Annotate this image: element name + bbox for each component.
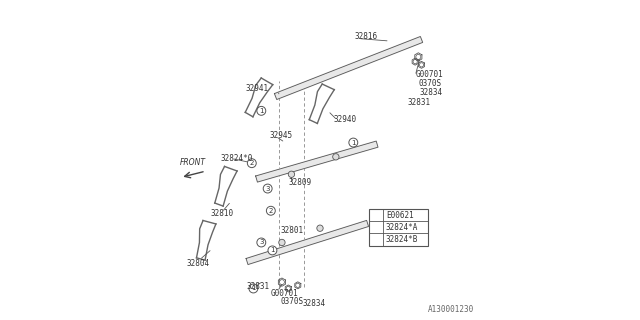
Circle shape (257, 106, 266, 115)
Circle shape (266, 206, 275, 215)
Circle shape (349, 138, 358, 147)
FancyBboxPatch shape (369, 209, 428, 246)
Text: 2: 2 (374, 224, 378, 230)
Circle shape (317, 225, 323, 231)
Circle shape (249, 284, 258, 293)
Text: 32824*0: 32824*0 (220, 154, 252, 163)
Circle shape (268, 246, 277, 255)
Circle shape (288, 171, 294, 178)
Polygon shape (275, 36, 422, 100)
Text: 32824*A: 32824*A (386, 223, 419, 232)
Polygon shape (255, 141, 378, 182)
Circle shape (372, 235, 381, 244)
Text: E00621: E00621 (386, 211, 413, 220)
Polygon shape (246, 220, 369, 265)
Circle shape (279, 239, 285, 246)
Text: 32810: 32810 (211, 209, 234, 219)
Text: 3: 3 (266, 186, 270, 192)
Circle shape (247, 159, 256, 168)
Text: FRONT: FRONT (180, 158, 206, 167)
Circle shape (333, 154, 339, 160)
Text: 3: 3 (374, 236, 378, 243)
Text: G00701: G00701 (271, 289, 299, 298)
Text: 32940: 32940 (333, 115, 356, 124)
Text: 32809: 32809 (288, 178, 312, 187)
Text: 32824*B: 32824*B (386, 235, 419, 244)
Text: 32831: 32831 (246, 282, 269, 292)
Circle shape (372, 223, 381, 232)
Circle shape (257, 238, 266, 247)
Text: 32804: 32804 (187, 259, 210, 268)
Text: 32834: 32834 (303, 299, 326, 308)
Text: 32831: 32831 (408, 99, 431, 108)
Text: 32941: 32941 (246, 84, 269, 93)
Text: 2: 2 (269, 208, 273, 214)
Text: 1: 1 (251, 285, 255, 292)
Text: 3: 3 (259, 239, 264, 245)
Text: 0370S: 0370S (419, 79, 442, 88)
Text: 0370S: 0370S (280, 297, 303, 306)
Text: G00701: G00701 (415, 70, 443, 79)
Text: 1: 1 (259, 108, 264, 114)
Text: 1: 1 (374, 212, 378, 218)
Circle shape (372, 211, 381, 220)
Text: 32834: 32834 (420, 88, 443, 97)
Text: 1: 1 (270, 247, 275, 253)
Circle shape (263, 184, 272, 193)
Text: 32945: 32945 (269, 131, 292, 140)
Text: 32816: 32816 (355, 32, 378, 41)
Text: A130001230: A130001230 (428, 305, 474, 314)
Text: 32801: 32801 (281, 226, 304, 235)
Text: 2: 2 (250, 160, 254, 166)
Text: 1: 1 (351, 140, 356, 146)
